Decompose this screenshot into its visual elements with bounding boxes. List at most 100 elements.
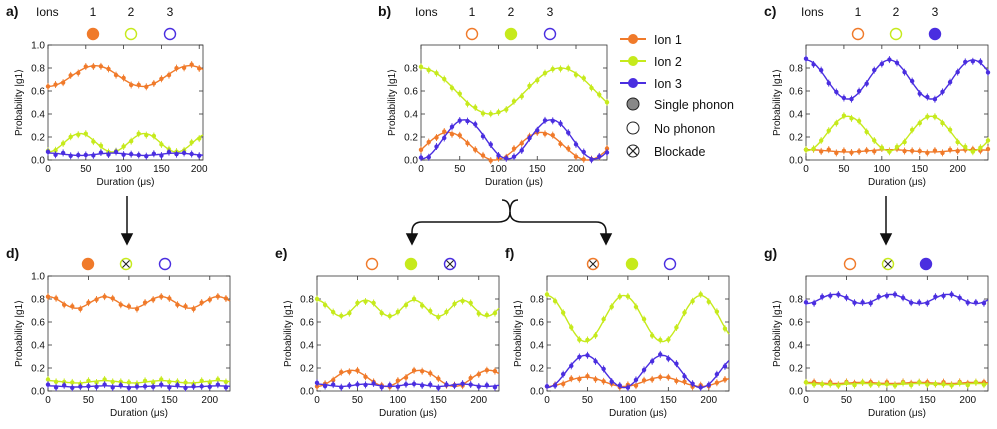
data-point xyxy=(581,149,586,155)
data-point xyxy=(978,59,983,64)
data-point xyxy=(963,59,968,65)
no-phonon-icon xyxy=(163,27,177,41)
data-point xyxy=(411,381,417,387)
y-tick-label: 0.2 xyxy=(31,364,45,375)
y-tick-label: 0.8 xyxy=(789,295,803,306)
data-point xyxy=(314,384,320,389)
data-point xyxy=(932,148,938,153)
data-point xyxy=(577,337,582,342)
data-point xyxy=(166,72,172,78)
data-point xyxy=(403,375,409,380)
x-tick-label: 150 xyxy=(660,395,677,406)
fit-line xyxy=(420,119,608,160)
x-tick-label: 0 xyxy=(418,164,424,175)
no-phonon-icon xyxy=(626,121,640,135)
data-point xyxy=(550,132,555,138)
data-point xyxy=(159,142,164,147)
legend-ion1-text: Ion 1 xyxy=(654,33,682,47)
data-point xyxy=(849,116,854,121)
blockade-cross xyxy=(589,260,597,268)
data-point xyxy=(819,294,825,299)
data-point xyxy=(403,382,409,387)
ion-number-2: 2 xyxy=(128,5,135,19)
data-point xyxy=(150,297,156,302)
data-point xyxy=(473,105,478,110)
data-point xyxy=(544,384,550,389)
data-point xyxy=(94,297,99,302)
data-point xyxy=(181,65,187,71)
data-point xyxy=(45,382,51,387)
data-point xyxy=(604,100,610,105)
data-point xyxy=(504,156,509,161)
data-point xyxy=(207,384,212,389)
data-point xyxy=(573,72,579,77)
data-point xyxy=(511,154,517,159)
panel-label-d: d) xyxy=(6,245,19,261)
data-point xyxy=(836,383,841,388)
data-point xyxy=(449,124,455,129)
data-point xyxy=(887,57,892,62)
data-point xyxy=(457,91,462,96)
data-point xyxy=(560,310,566,315)
x-tick-label: 0 xyxy=(803,395,809,406)
series-ion1 xyxy=(45,61,204,91)
data-point xyxy=(339,369,344,375)
data-point xyxy=(908,382,914,388)
data-point xyxy=(113,149,119,155)
ion-number-1: 1 xyxy=(469,5,476,19)
data-point xyxy=(585,373,590,379)
data-point xyxy=(722,326,728,331)
data-point xyxy=(199,378,204,384)
y-tick-label: 0.0 xyxy=(789,387,803,398)
data-point xyxy=(818,138,824,143)
data-point xyxy=(940,120,945,126)
indicator-circle xyxy=(919,257,933,271)
data-point xyxy=(330,309,336,315)
data-point xyxy=(70,304,75,309)
single-phonon-icon xyxy=(625,257,639,271)
data-point xyxy=(925,301,930,306)
data-point xyxy=(159,76,164,81)
indicator-circle xyxy=(163,27,177,41)
data-point xyxy=(411,296,417,302)
series-ion2 xyxy=(418,63,610,118)
data-point xyxy=(468,300,473,306)
data-point xyxy=(884,382,890,387)
indicator-circle xyxy=(124,27,138,41)
y-axis-label: Probability |g1⟩ xyxy=(772,69,783,136)
data-point xyxy=(955,148,960,154)
data-point xyxy=(970,149,976,154)
x-tick-label: 200 xyxy=(700,395,717,406)
data-point xyxy=(872,149,877,154)
y-tick-label: 0.0 xyxy=(530,387,544,398)
data-point xyxy=(826,128,831,133)
y-tick-label: 0.6 xyxy=(789,87,803,98)
single-phonon-icon xyxy=(404,257,418,271)
x-tick-label: 150 xyxy=(153,164,170,175)
data-point xyxy=(126,385,132,391)
legend-item-ion2: Ion 2 xyxy=(620,55,682,69)
data-point xyxy=(136,131,141,136)
legend-item-single-phonon: Single phonon xyxy=(626,97,734,112)
panel-label-e: e) xyxy=(275,245,287,261)
data-point xyxy=(682,374,687,379)
single-phonon-icon xyxy=(919,257,933,271)
indicator-circle xyxy=(86,27,100,41)
data-point xyxy=(339,385,344,390)
data-point xyxy=(395,384,401,389)
data-point xyxy=(86,378,91,383)
blockade-icon xyxy=(586,257,600,271)
data-point xyxy=(128,151,134,157)
data-point xyxy=(434,71,439,76)
indicator-circle xyxy=(928,27,942,41)
y-tick-label: 0.4 xyxy=(300,341,314,352)
data-point xyxy=(864,81,869,86)
x-axis-label: Duration (μs) xyxy=(868,408,926,419)
data-point xyxy=(884,293,890,298)
data-point xyxy=(53,379,59,385)
panel-c: c) Ions 1 2 3 0.0 0.2 0.4 0.6 0.8 0 50 100 150 200 Dura… xyxy=(764,3,991,188)
data-point xyxy=(60,150,66,156)
data-point xyxy=(722,364,728,369)
data-point xyxy=(714,380,720,385)
data-point xyxy=(347,310,352,316)
